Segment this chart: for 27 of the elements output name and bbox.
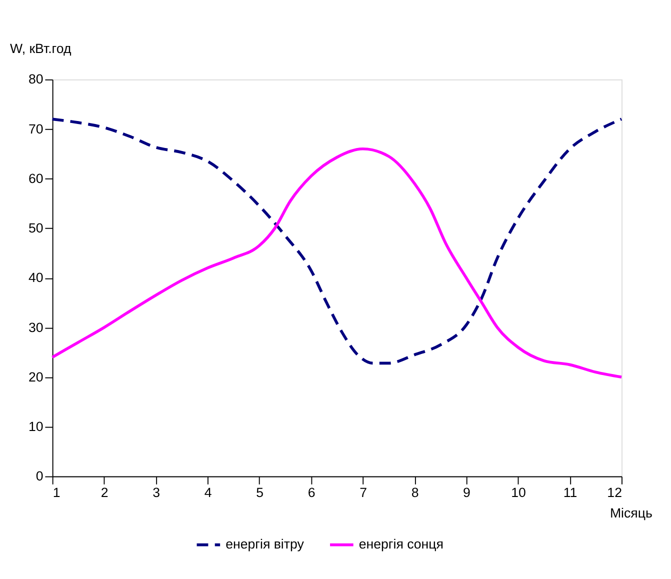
x-tick-label: 12 (607, 484, 622, 500)
y-tick-label: 0 (36, 468, 44, 484)
x-tick-label: 10 (511, 484, 526, 500)
line-series (50, 118, 623, 365)
y-tick-label: 10 (28, 418, 44, 434)
y-tick-label: 80 (28, 72, 44, 87)
y-tick-label: 40 (28, 270, 44, 286)
x-axis-title: Місяць (610, 506, 652, 521)
x-tick-label: 8 (411, 484, 419, 500)
y-tick-label: 50 (28, 220, 44, 236)
y-tick-label: 30 (28, 320, 44, 335)
line-series (50, 147, 623, 379)
x-tick-label: 5 (256, 484, 264, 500)
x-tick-label: 1 (52, 484, 60, 500)
y-tick-label: 70 (28, 121, 44, 136)
x-tick-label: 11 (563, 484, 578, 500)
legend-label: енергія вітру (226, 536, 304, 552)
y-axis-title: W, кВт.год (10, 41, 72, 56)
x-tick-label: 7 (360, 484, 367, 500)
legend-label: енергія сонця (358, 536, 444, 552)
x-tick-label: 9 (463, 484, 470, 500)
y-tick-label: 60 (28, 170, 44, 186)
y-tick-label: 20 (28, 369, 44, 384)
x-tick-label: 2 (100, 484, 108, 500)
x-tick-label: 6 (308, 484, 316, 500)
x-tick-label: 3 (152, 484, 160, 500)
x-tick-label: 4 (204, 484, 212, 500)
